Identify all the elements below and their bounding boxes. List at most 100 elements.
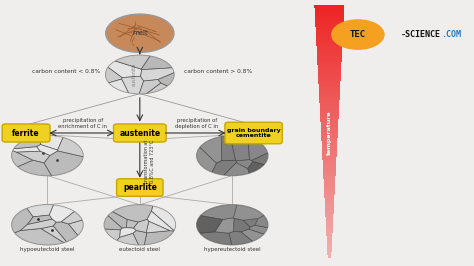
- Polygon shape: [187, 213, 223, 234]
- Polygon shape: [147, 211, 174, 231]
- Bar: [318, 72, 341, 75]
- Bar: [317, 43, 342, 46]
- Polygon shape: [44, 151, 95, 181]
- Bar: [315, 9, 344, 12]
- Bar: [314, 5, 345, 9]
- Polygon shape: [178, 139, 216, 183]
- Text: austenite: austenite: [132, 63, 143, 86]
- Bar: [322, 144, 337, 147]
- Polygon shape: [255, 205, 283, 230]
- Bar: [319, 97, 339, 100]
- Text: transformation at
0.8%C and 723°C: transformation at 0.8%C and 723°C: [144, 139, 155, 183]
- Polygon shape: [89, 60, 122, 89]
- Circle shape: [12, 136, 83, 176]
- Bar: [318, 78, 341, 81]
- FancyBboxPatch shape: [113, 124, 166, 142]
- Polygon shape: [53, 222, 88, 250]
- Polygon shape: [142, 83, 190, 104]
- Bar: [316, 34, 343, 37]
- Bar: [322, 151, 337, 154]
- Bar: [319, 81, 340, 84]
- Circle shape: [106, 14, 174, 52]
- Bar: [324, 195, 335, 198]
- Bar: [325, 214, 334, 217]
- Bar: [323, 167, 336, 170]
- Bar: [320, 110, 339, 113]
- Text: eutectoid steel: eutectoid steel: [119, 247, 160, 252]
- Polygon shape: [138, 80, 161, 97]
- Bar: [320, 122, 338, 125]
- Bar: [321, 138, 337, 141]
- Polygon shape: [97, 199, 154, 222]
- Bar: [324, 179, 335, 182]
- Bar: [321, 141, 337, 144]
- Bar: [325, 204, 334, 207]
- Polygon shape: [0, 194, 33, 235]
- Polygon shape: [61, 200, 101, 224]
- Polygon shape: [249, 225, 284, 241]
- Text: grain boundary
cementite: grain boundary cementite: [227, 128, 281, 138]
- Bar: [319, 84, 340, 88]
- Polygon shape: [36, 144, 58, 155]
- Bar: [323, 173, 336, 176]
- Polygon shape: [122, 76, 144, 97]
- Circle shape: [104, 205, 175, 245]
- Polygon shape: [49, 196, 89, 222]
- Text: austenite: austenite: [119, 128, 160, 138]
- Bar: [320, 119, 338, 122]
- Bar: [321, 132, 338, 135]
- Polygon shape: [230, 135, 249, 161]
- Polygon shape: [5, 228, 73, 250]
- Polygon shape: [146, 221, 170, 233]
- Bar: [320, 116, 338, 119]
- Polygon shape: [68, 216, 98, 248]
- Text: TEC: TEC: [350, 30, 366, 39]
- Bar: [324, 185, 335, 189]
- Text: precipitation of
depletion of C in: precipitation of depletion of C in: [175, 118, 219, 129]
- Circle shape: [12, 205, 83, 245]
- Polygon shape: [141, 45, 189, 70]
- Bar: [327, 236, 332, 239]
- Bar: [323, 176, 336, 179]
- Bar: [319, 103, 339, 106]
- Bar: [328, 252, 331, 255]
- Polygon shape: [151, 197, 194, 233]
- Polygon shape: [221, 136, 236, 161]
- FancyBboxPatch shape: [2, 124, 50, 142]
- Bar: [327, 233, 332, 236]
- Polygon shape: [247, 161, 289, 187]
- Bar: [316, 37, 343, 40]
- Polygon shape: [95, 203, 127, 228]
- Bar: [327, 239, 332, 242]
- Polygon shape: [219, 163, 252, 183]
- Polygon shape: [91, 205, 122, 230]
- Bar: [322, 160, 337, 163]
- Polygon shape: [127, 219, 138, 228]
- Circle shape: [106, 55, 174, 94]
- Bar: [315, 24, 344, 27]
- Polygon shape: [181, 232, 234, 257]
- Bar: [324, 192, 335, 195]
- Polygon shape: [191, 133, 222, 163]
- Bar: [315, 12, 344, 15]
- Text: carbon content > 0.8%: carbon content > 0.8%: [184, 69, 252, 74]
- Polygon shape: [182, 196, 238, 219]
- Text: temperature: temperature: [327, 111, 332, 155]
- Bar: [317, 56, 342, 59]
- Text: -SCIENCE: -SCIENCE: [401, 30, 440, 39]
- Bar: [322, 157, 337, 160]
- Circle shape: [332, 20, 384, 49]
- Polygon shape: [0, 148, 33, 177]
- Bar: [319, 100, 339, 103]
- Polygon shape: [234, 218, 250, 232]
- Bar: [325, 201, 334, 204]
- Bar: [325, 211, 334, 214]
- Bar: [327, 245, 332, 248]
- Polygon shape: [133, 231, 147, 250]
- Polygon shape: [248, 131, 279, 160]
- Polygon shape: [82, 228, 120, 254]
- Bar: [319, 94, 340, 97]
- Polygon shape: [20, 219, 56, 231]
- Polygon shape: [158, 70, 194, 96]
- Text: pearlite: pearlite: [123, 183, 157, 192]
